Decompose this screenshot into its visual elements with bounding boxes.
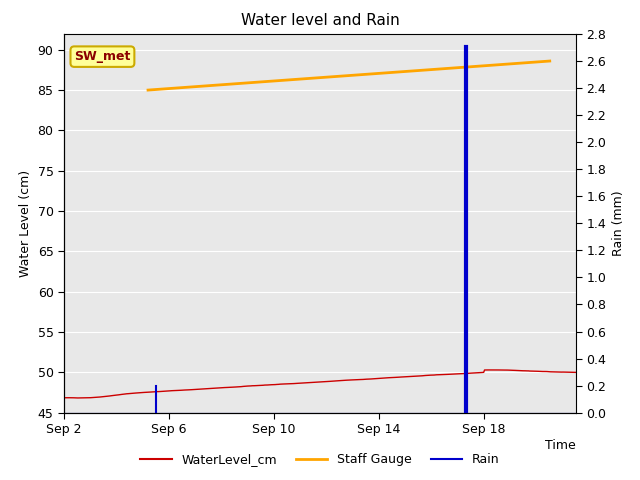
Y-axis label: Rain (mm): Rain (mm) bbox=[612, 191, 625, 256]
Title: Water level and Rain: Water level and Rain bbox=[241, 13, 399, 28]
Y-axis label: Water Level (cm): Water Level (cm) bbox=[19, 169, 32, 277]
Text: SW_met: SW_met bbox=[74, 50, 131, 63]
X-axis label: Time: Time bbox=[545, 439, 576, 452]
Legend: WaterLevel_cm, Staff Gauge, Rain: WaterLevel_cm, Staff Gauge, Rain bbox=[136, 448, 504, 471]
